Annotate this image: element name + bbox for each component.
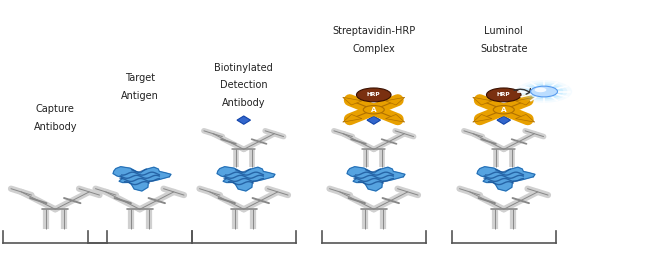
Text: Capture: Capture xyxy=(36,105,75,114)
Circle shape xyxy=(516,80,572,103)
Text: Substrate: Substrate xyxy=(480,44,528,54)
Text: Antibody: Antibody xyxy=(34,122,77,132)
Polygon shape xyxy=(473,114,492,122)
Circle shape xyxy=(521,82,567,101)
Polygon shape xyxy=(515,97,535,105)
Circle shape xyxy=(525,84,564,99)
Text: Biotinylated: Biotinylated xyxy=(214,63,273,73)
Polygon shape xyxy=(343,97,362,105)
Polygon shape xyxy=(497,116,510,124)
Polygon shape xyxy=(515,114,535,122)
Text: Streptavidin-HRP: Streptavidin-HRP xyxy=(332,27,415,36)
Polygon shape xyxy=(217,167,275,191)
Polygon shape xyxy=(473,97,492,105)
Text: HRP: HRP xyxy=(497,92,510,98)
Circle shape xyxy=(535,88,547,92)
Text: HRP: HRP xyxy=(367,92,380,98)
Text: Antigen: Antigen xyxy=(121,91,159,101)
Text: Detection: Detection xyxy=(220,81,268,90)
Polygon shape xyxy=(113,167,171,191)
Circle shape xyxy=(530,86,558,97)
Text: Complex: Complex xyxy=(352,44,395,54)
Polygon shape xyxy=(237,116,250,124)
Circle shape xyxy=(493,106,514,114)
Text: Antibody: Antibody xyxy=(222,98,265,108)
Polygon shape xyxy=(477,167,535,191)
Text: A: A xyxy=(371,107,376,113)
Circle shape xyxy=(363,106,384,114)
Text: A: A xyxy=(501,107,506,113)
Polygon shape xyxy=(385,97,405,105)
Polygon shape xyxy=(385,114,405,122)
Circle shape xyxy=(486,88,521,102)
Polygon shape xyxy=(343,114,362,122)
Polygon shape xyxy=(347,167,405,191)
Text: Luminol: Luminol xyxy=(484,27,523,36)
Text: Target: Target xyxy=(125,73,155,83)
Polygon shape xyxy=(367,116,380,124)
Circle shape xyxy=(356,88,391,102)
